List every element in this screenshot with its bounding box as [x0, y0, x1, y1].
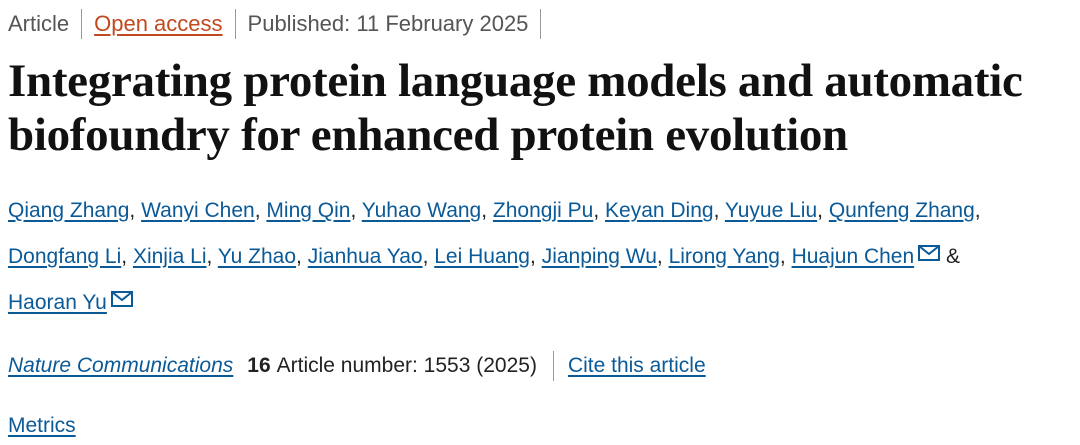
divider [81, 9, 83, 39]
cite-link[interactable]: Cite this article [567, 354, 706, 377]
author-link[interactable]: Ming Qin [266, 199, 351, 222]
separator: , [121, 245, 128, 268]
author: Yuhao Wang, [362, 199, 487, 222]
author-link[interactable]: Keyan Ding [605, 199, 714, 222]
email-icon[interactable] [918, 245, 941, 261]
separator: , [254, 199, 261, 222]
author: Lirong Yang, [669, 245, 786, 268]
author: Huajun Chen [792, 245, 941, 268]
author: Dongfang Li, [8, 245, 127, 268]
author-link[interactable]: Jianping Wu [541, 245, 657, 268]
author-link[interactable]: Lei Huang [434, 245, 530, 268]
published-date: Published: 11 February 2025 [247, 11, 529, 36]
separator: , [817, 199, 823, 222]
author: Jianping Wu, [542, 245, 663, 268]
author-link[interactable]: Zhongji Pu [492, 199, 594, 222]
author-link[interactable]: Yu Zhao [217, 245, 297, 268]
separator: , [481, 199, 488, 222]
open-access-link[interactable]: Open access [94, 11, 223, 36]
divider [540, 9, 542, 39]
author-link[interactable]: Dongfang Li [8, 245, 122, 268]
email-icon[interactable] [110, 291, 133, 307]
author: Jianhua Yao, [308, 245, 429, 268]
author: Lei Huang, [434, 245, 536, 268]
divider [234, 9, 236, 39]
author-link[interactable]: Yuyue Liu [724, 199, 818, 222]
metrics-link[interactable]: Metrics [8, 414, 76, 437]
separator: , [350, 199, 357, 222]
volume: 16 [247, 354, 271, 377]
author: Zhongji Pu, [493, 199, 599, 222]
separator: , [974, 199, 981, 222]
author-link[interactable]: Qunfeng Zhang [828, 199, 975, 222]
author-link[interactable]: Haoran Yu [8, 291, 107, 314]
author: Qunfeng Zhang, [829, 199, 981, 222]
conjunction: & [946, 245, 961, 268]
author: Wanyi Chen, [141, 199, 260, 222]
author: Haoran Yu [8, 291, 133, 314]
author: Keyan Ding, [605, 199, 719, 222]
separator: , [206, 245, 213, 268]
divider [552, 351, 554, 381]
separator: , [296, 245, 302, 268]
author-link[interactable]: Huajun Chen [791, 245, 915, 268]
author-link[interactable]: Xinjia Li [132, 245, 207, 268]
separator: , [422, 245, 429, 268]
article-type: Article [8, 11, 70, 36]
separator: , [593, 199, 600, 222]
author: Ming Qin, [266, 199, 356, 222]
author-link[interactable]: Lirong Yang [668, 245, 780, 268]
article-meta: Article Open access Published: 11 Februa… [8, 8, 553, 40]
article-number: Article number: 1553 (2025) [276, 354, 537, 377]
author-link[interactable]: Qiang Zhang [8, 199, 130, 222]
separator: , [129, 199, 136, 222]
author: Yu Zhao, [218, 245, 302, 268]
separator: , [779, 245, 786, 268]
separator: , [656, 245, 663, 268]
author-link[interactable]: Wanyi Chen [141, 199, 255, 222]
separator: , [530, 245, 536, 268]
article-title: Integrating protein language models and … [8, 55, 1023, 161]
author-link[interactable]: Yuhao Wang [361, 199, 482, 222]
citation: Nature Communications 16 Article number:… [8, 350, 706, 382]
separator: , [713, 199, 720, 222]
author-list: Qiang Zhang, Wanyi Chen, Ming Qin, Yuhao… [8, 188, 1080, 326]
author: Qiang Zhang, [8, 199, 135, 222]
author-link[interactable]: Jianhua Yao [307, 245, 423, 268]
author: Xinjia Li, [133, 245, 212, 268]
author: Yuyue Liu, [725, 199, 823, 222]
journal-link[interactable]: Nature Communications [8, 354, 234, 377]
